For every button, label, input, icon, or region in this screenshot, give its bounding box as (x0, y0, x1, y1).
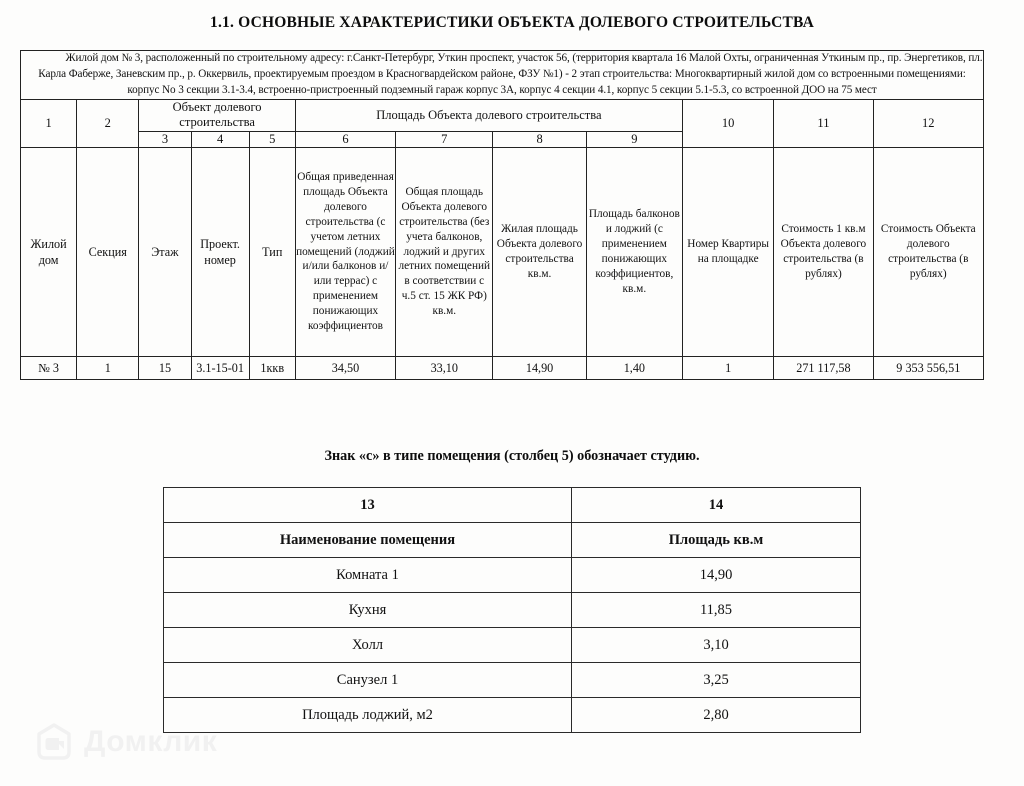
cell-obshchaya-privedennaya-ploshchad: 34,50 (294, 355, 397, 380)
col-number-13: 13 (163, 487, 572, 523)
cell-room-name: Кухня (163, 592, 572, 628)
col-number-1: 1 (19, 98, 78, 148)
cell-room-name: Холл (163, 627, 572, 663)
main-table: Жилой дом № 3, расположенный по строител… (19, 50, 985, 380)
cell-obshchaya-ploshchad: 33,10 (395, 355, 494, 380)
group-header-object: Объект долевого строительства (138, 98, 296, 132)
col-number-4: 4 (190, 130, 250, 148)
cell-stoimost-obekta: 9 353 556,51 (872, 355, 985, 380)
cell-room-area: 11,85 (571, 592, 861, 628)
cell-ploshchad-balkonov: 1,40 (585, 355, 684, 380)
table-row: Холл 3,10 (163, 627, 861, 663)
cell-room-name: Площадь лоджий, м2 (163, 697, 572, 733)
cell-room-area: 3,25 (571, 662, 861, 698)
table-row: Санузел 1 3,25 (163, 662, 861, 698)
cell-sektsiya: 1 (76, 355, 140, 380)
header-etazh: Этаж (138, 146, 192, 357)
header-naimenovanie-pomeshcheniya: Наименование помещения (163, 522, 572, 558)
col-number-9: 9 (585, 130, 684, 148)
cell-tip: 1ккв (248, 355, 296, 380)
col-number-5: 5 (248, 130, 296, 148)
intro-paragraph-cell: Жилой дом № 3, расположенный по строител… (20, 50, 984, 100)
cell-nomer-kvartiry: 1 (681, 355, 775, 380)
cell-zhiloy-dom: № 3 (19, 355, 78, 380)
cell-zhilaya-ploshchad: 14,90 (492, 355, 587, 380)
header-ploshchad-balkonov: Площадь балконов и лоджий (с применением… (585, 146, 684, 357)
header-obshchaya-ploshchad: Общая площадь Объекта долевого строитель… (395, 146, 494, 357)
table-row: Комната 1 14,90 (163, 557, 861, 593)
table-row: Площадь лоджий, м2 2,80 (163, 697, 861, 733)
rooms-table: 13 14 Наименование помещения Площадь кв.… (163, 487, 861, 733)
cell-room-area: 3,10 (571, 627, 861, 663)
header-stoimost-1kvm: Стоимость 1 кв.м Объекта долевого строит… (773, 146, 874, 357)
cell-room-area: 2,80 (571, 697, 861, 733)
cell-proekt-nomer: 3.1-15-01 (190, 355, 250, 380)
col-number-3: 3 (138, 130, 192, 148)
rooms-row-headers: Наименование помещения Площадь кв.м (163, 522, 861, 558)
header-zhilaya-ploshchad: Жилая площадь Объекта долевого строитель… (492, 146, 587, 357)
rooms-row-column-numbers: 13 14 (163, 487, 861, 523)
table-row-intro: Жилой дом № 3, расположенный по строител… (20, 50, 984, 100)
group-header-area: Площадь Объекта долевого строительства (294, 98, 684, 132)
header-stoimost-obekta: Стоимость Объекта долевого строительства… (872, 146, 985, 357)
rooms-area-table: 13 14 Наименование помещения Площадь кв.… (163, 487, 861, 733)
table-row-headers: Жилой дом Секция Этаж Проект. номер Тип … (19, 146, 985, 357)
col-number-2: 2 (76, 98, 140, 148)
cell-room-name: Комната 1 (163, 557, 572, 593)
table-row-group-headers: 1 2 Объект долевого строительства Площад… (19, 98, 985, 148)
header-tip: Тип (248, 146, 296, 357)
col-number-7: 7 (395, 130, 494, 148)
cell-room-area: 14,90 (571, 557, 861, 593)
header-proekt-nomer: Проект. номер (190, 146, 250, 357)
page-title: 1.1. ОСНОВНЫЕ ХАРАКТЕРИСТИКИ ОБЪЕКТА ДОЛ… (210, 14, 814, 31)
cell-stoimost-1kvm: 271 117,58 (773, 355, 874, 380)
intro-paragraph-text: Жилой дом № 3, расположенный по строител… (38, 52, 983, 96)
header-nomer-kvartiry: Номер Квартиры на площадке (681, 146, 775, 357)
studio-note: Знак «с» в типе помещения (столбец 5) об… (324, 448, 700, 464)
col-number-10: 10 (681, 98, 775, 148)
col-number-6: 6 (294, 130, 397, 148)
table-row: Кухня 11,85 (163, 592, 861, 628)
cell-etazh: 15 (138, 355, 192, 380)
main-characteristics-table: Жилой дом № 3, расположенный по строител… (19, 50, 985, 380)
cell-room-name: Санузел 1 (163, 662, 572, 698)
header-sektsiya: Секция (76, 146, 140, 357)
col-number-12: 12 (872, 98, 985, 148)
col-number-11: 11 (773, 98, 874, 148)
table-row: № 3 1 15 3.1-15-01 1ккв 34,50 33,10 14,9… (19, 355, 985, 380)
col-number-14: 14 (571, 487, 861, 523)
col-number-8: 8 (492, 130, 587, 148)
house-arrow-icon (34, 722, 74, 762)
header-obshchaya-privedennaya-ploshchad: Общая приведенная площадь Объекта долево… (294, 146, 397, 357)
header-ploshchad-kvm: Площадь кв.м (571, 522, 861, 558)
header-zhiloy-dom: Жилой дом (19, 146, 78, 357)
